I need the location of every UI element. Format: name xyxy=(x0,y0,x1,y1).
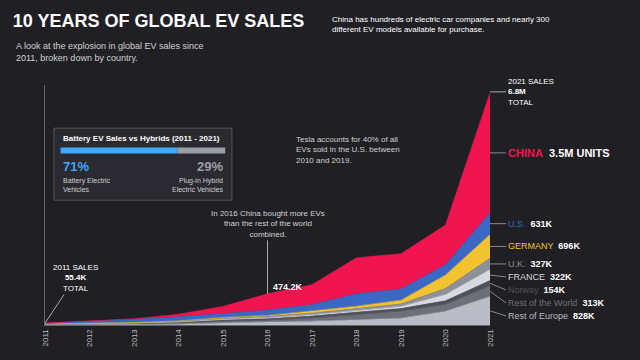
svg-text:Tesla accounts for 40% of allE: Tesla accounts for 40% of allEVs sold in… xyxy=(296,135,400,165)
svg-text:CHINA 3.5M UNITS: CHINA 3.5M UNITS xyxy=(508,147,609,159)
svg-text:71%: 71% xyxy=(63,159,89,174)
svg-text:FRANCE 322K: FRANCE 322K xyxy=(508,272,572,282)
svg-text:China has hundreds of electric: China has hundreds of electric car compa… xyxy=(332,15,550,34)
svg-text:474.2K: 474.2K xyxy=(273,282,303,292)
svg-text:Plug-in HybridElectric Vehicle: Plug-in HybridElectric Vehicles xyxy=(172,177,223,193)
svg-text:GERMANY 696K: GERMANY 696K xyxy=(508,241,580,251)
svg-text:Battery ElectricVehicles: Battery ElectricVehicles xyxy=(63,177,111,193)
svg-text:2020: 2020 xyxy=(441,329,450,347)
svg-text:2015: 2015 xyxy=(219,329,228,347)
svg-text:Rest of the World 313K: Rest of the World 313K xyxy=(508,298,604,308)
svg-text:2017: 2017 xyxy=(308,329,317,347)
svg-text:10 YEARS OF GLOBAL EV SALES: 10 YEARS OF GLOBAL EV SALES xyxy=(13,11,304,31)
svg-text:Norway 154K: Norway 154K xyxy=(508,285,566,295)
svg-text:2012: 2012 xyxy=(85,329,94,347)
svg-text:A look at the explosion in glo: A look at the explosion in global EV sal… xyxy=(16,41,204,63)
svg-text:2016: 2016 xyxy=(263,329,272,347)
svg-text:2021: 2021 xyxy=(486,329,495,347)
svg-text:2018: 2018 xyxy=(352,329,361,347)
svg-text:Battery EV Sales vs Hybrids (2: Battery EV Sales vs Hybrids (2011 - 2021… xyxy=(63,134,220,143)
svg-text:2014: 2014 xyxy=(174,329,183,347)
svg-text:In 2016 China bought more EVst: In 2016 China bought more EVsthan the re… xyxy=(211,209,325,239)
svg-text:2011: 2011 xyxy=(41,329,50,347)
svg-text:U.K. 327K: U.K. 327K xyxy=(508,259,553,269)
svg-text:29%: 29% xyxy=(197,159,223,174)
svg-text:2013: 2013 xyxy=(130,329,139,347)
svg-text:Rest of Europe 828K: Rest of Europe 828K xyxy=(508,311,595,321)
svg-text:2021 SALES6.8MTOTAL: 2021 SALES6.8MTOTAL xyxy=(508,77,554,107)
svg-text:2019: 2019 xyxy=(397,329,406,347)
svg-text:U.S. 631K: U.S. 631K xyxy=(508,219,553,229)
svg-text:2011 SALES55.4KTOTAL: 2011 SALES55.4KTOTAL xyxy=(53,263,98,293)
